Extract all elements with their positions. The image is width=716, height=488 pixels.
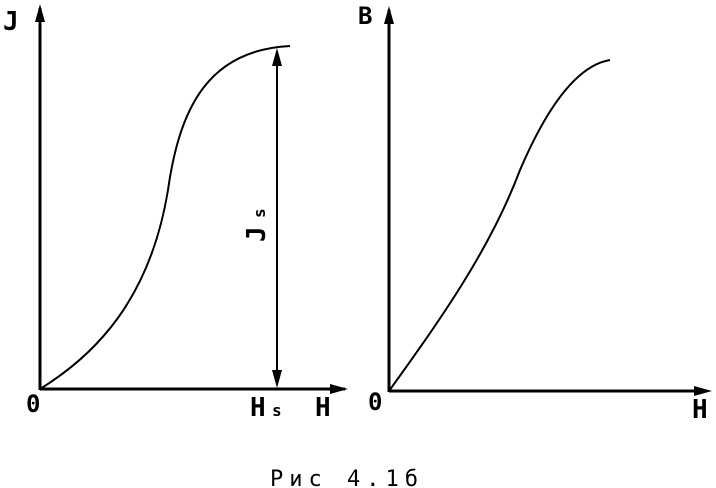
right-x-axis-arrow bbox=[694, 386, 712, 396]
left-x-axis-arrow bbox=[330, 384, 348, 394]
left-origin-label: 0 bbox=[26, 390, 40, 418]
left-y-axis-arrow bbox=[35, 4, 45, 22]
left-x-axis-label: H bbox=[315, 393, 331, 423]
js-label-main: J bbox=[242, 226, 272, 242]
saturation-arrow-top bbox=[272, 48, 282, 66]
magnetization-curve bbox=[39, 45, 291, 390]
left-y-axis-label: J bbox=[3, 7, 19, 37]
right-y-axis-arrow bbox=[384, 6, 394, 24]
hs-label-subscript: s bbox=[272, 401, 282, 420]
right-y-axis-label: B bbox=[358, 2, 372, 30]
induction-curve bbox=[388, 59, 611, 392]
figure-caption: Рис 4.1б bbox=[270, 467, 424, 488]
right-plot: B 0 H bbox=[358, 2, 712, 425]
right-x-axis-label: H bbox=[692, 395, 708, 425]
saturation-arrow-bottom bbox=[272, 370, 282, 388]
left-plot: J 0 H H s J s bbox=[3, 4, 348, 423]
hs-label: H bbox=[250, 393, 266, 423]
js-label: J s bbox=[242, 208, 272, 242]
js-label-subscript: s bbox=[250, 208, 269, 218]
right-origin-label: 0 bbox=[368, 388, 382, 416]
